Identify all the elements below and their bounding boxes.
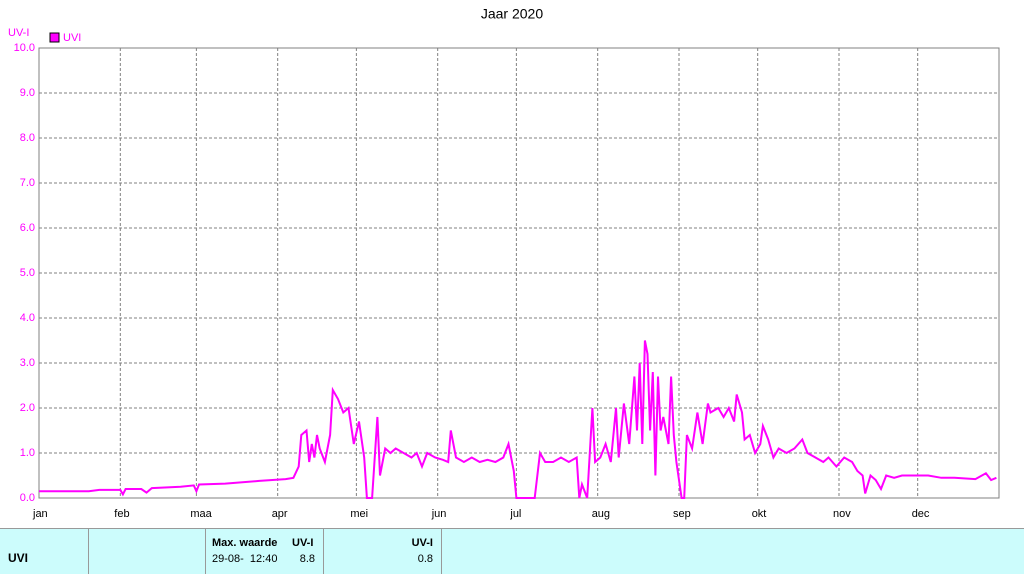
table-cell [89, 529, 206, 574]
y-tick-label: 10.0 [14, 42, 35, 54]
y-tick-label: 2.0 [20, 402, 35, 414]
max-time: 29-08- 12:40 [212, 553, 278, 565]
table-cell: Max. waarde UV-I 29-08- 12:40 8.8 [206, 529, 324, 574]
x-tick-label: aug [592, 508, 610, 520]
avg-value: 0.8 [417, 553, 433, 565]
max-header: Max. waarde [212, 537, 278, 549]
x-tick-label: jul [509, 508, 521, 520]
x-tick-label: mei [350, 508, 368, 520]
y-tick-label: 0.0 [20, 492, 35, 504]
chart: Jaar 2020 UV-I 0.0 1.0 2.0 3.0 4.0 5.0 6.0 7.0 8… [8, 6, 1000, 520]
data-line [39, 340, 997, 499]
x-tick-label: maa [190, 508, 212, 520]
x-tick-label: jun [431, 508, 447, 520]
y-tick-label: 7.0 [20, 177, 35, 189]
chart-title: Jaar 2020 [481, 6, 543, 22]
max-value: 8.8 [299, 553, 315, 565]
x-tick-label: apr [272, 508, 288, 520]
x-tick-label: okt [752, 508, 767, 520]
summary-table: UVI Max. waarde UV-I 29-08- 12:40 8.8 UV… [0, 528, 1024, 574]
avg-unit: UV-I [411, 537, 433, 549]
max-unit: UV-I [292, 537, 314, 549]
legend-swatch [49, 32, 60, 43]
x-tick-label: feb [114, 508, 129, 520]
x-tick-label: sep [673, 508, 691, 520]
legend-label: UVI [63, 32, 81, 44]
y-tick-label: 9.0 [20, 87, 35, 99]
table-cell: UV-I 0.8 [324, 529, 442, 574]
y-axis-label: UV-I [8, 27, 29, 39]
row-label: UVI [8, 551, 29, 565]
table-cell: UVI [0, 529, 89, 574]
x-tick-label: jan [32, 508, 48, 520]
y-tick-label: 3.0 [20, 357, 35, 369]
y-tick-label: 8.0 [20, 132, 35, 144]
x-tick-label: nov [833, 508, 851, 520]
x-tick-label: dec [912, 508, 930, 520]
y-tick-label: 4.0 [20, 312, 35, 324]
y-tick-label: 5.0 [20, 267, 35, 279]
y-tick-label: 1.0 [20, 447, 35, 459]
y-tick-label: 6.0 [20, 222, 35, 234]
